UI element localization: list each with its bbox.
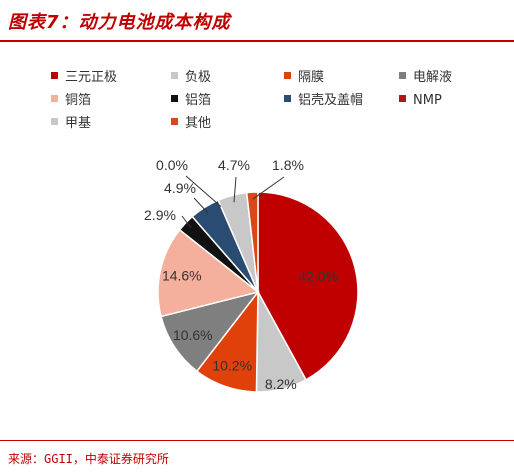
data-label-8: 4.7% — [218, 157, 250, 173]
data-label-9: 1.8% — [272, 157, 304, 173]
leader-line-6 — [193, 197, 209, 214]
legend-label-1: 负极 — [185, 70, 211, 85]
legend-label-3: 电解液 — [413, 70, 452, 85]
legend-label-0: 三元正极 — [65, 70, 117, 85]
data-label-1: 8.2% — [265, 376, 297, 392]
data-labels: 42.0% 8.2% 10.2% 10.6% 14.6% 2.9% 4.9% 0.0% 4.7%… — [144, 157, 338, 392]
leader-line-5 — [181, 215, 192, 229]
legend-swatch-7 — [399, 95, 406, 102]
legend-swatch-1 — [171, 72, 178, 79]
legend-swatch-9 — [171, 118, 178, 125]
legend-label-4: 铜箔 — [65, 92, 91, 108]
data-label-6: 4.9% — [164, 180, 196, 196]
data-label-5: 2.9% — [144, 207, 176, 223]
legend-swatch-0 — [51, 72, 58, 79]
legend-swatch-6 — [284, 95, 291, 102]
leader-line-8 — [233, 176, 237, 203]
legend-label-8: 甲基 — [65, 116, 91, 131]
pie-slice-3 — [160, 290, 260, 373]
pie-slices — [157, 191, 359, 393]
data-label-3: 10.6% — [173, 327, 213, 343]
legend-swatch-8 — [51, 118, 58, 125]
legend-label-6: 铝壳及盖帽 — [298, 92, 363, 108]
legend-label-7: NMP — [413, 93, 442, 108]
legend-label-5: 铝箔 — [185, 92, 211, 108]
legend-label-9: 其他 — [185, 116, 211, 131]
legend-swatch-5 — [171, 95, 178, 102]
leader-lines — [181, 175, 285, 229]
leader-line-9 — [252, 176, 285, 200]
leader-line-7 — [185, 175, 222, 208]
legend-swatch-2 — [284, 72, 291, 79]
title-rule — [0, 40, 514, 42]
source-rule — [0, 440, 514, 441]
legend-label-2: 隔膜 — [298, 70, 324, 85]
pie-slice-4 — [157, 228, 260, 318]
legend-swatch-3 — [399, 72, 406, 79]
pie-slice-9 — [245, 191, 259, 293]
data-label-0: 42.0% — [298, 269, 338, 285]
data-label-2: 10.2% — [212, 358, 252, 374]
source-note: 来源：GGII，中泰证券研究所 — [8, 452, 169, 466]
legend-swatch-4 — [51, 95, 58, 102]
data-label-4: 14.6% — [162, 268, 202, 284]
pie-slice-0 — [257, 191, 359, 381]
figure-title: 图表7：动力电池成本构成 — [8, 12, 231, 33]
data-label-7: 0.0% — [156, 157, 188, 173]
